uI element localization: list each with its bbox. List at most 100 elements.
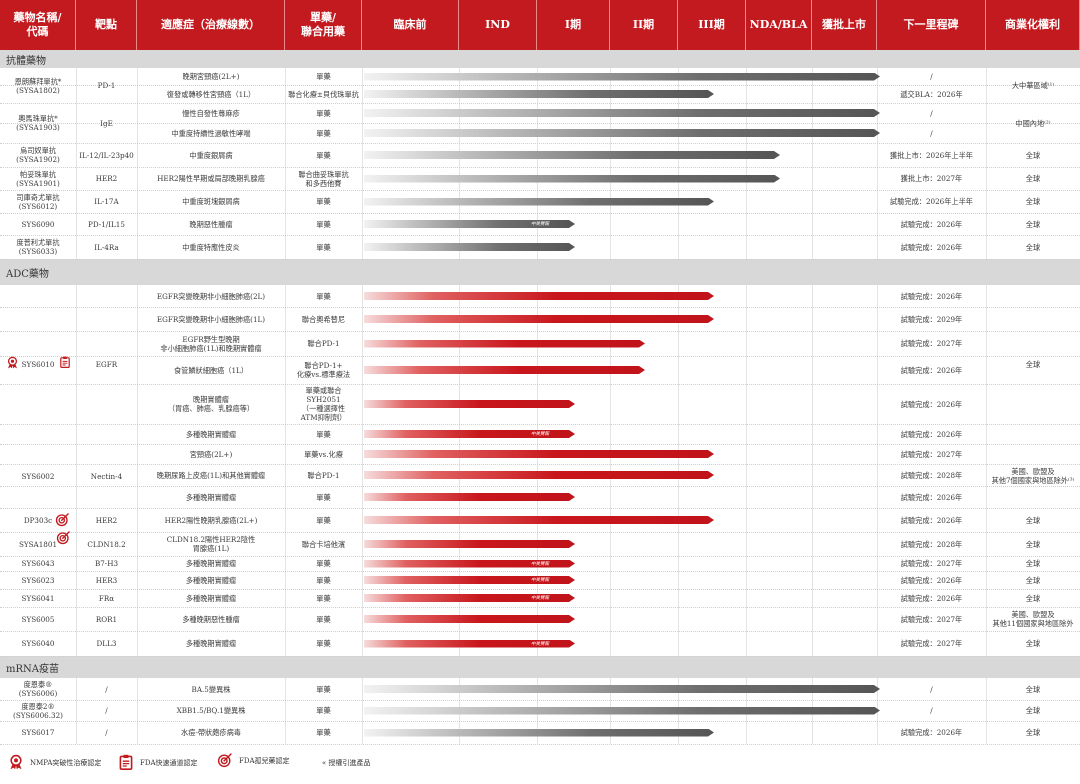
row-divider [0, 213, 1080, 214]
dual-filing-note: 中美雙報 [531, 596, 549, 601]
next-milestone: 試驗完成：2026年 [900, 728, 963, 737]
regimen: 單藥 [316, 429, 331, 439]
indication: XBB1.5/BQ.1變異株 [176, 706, 246, 715]
target: PD-1/IL15 [88, 219, 125, 229]
progress-bar [364, 73, 880, 81]
drug-name: 度恩泰® (SYS6006) [18, 680, 58, 698]
next-milestone: 試驗完成：2026年 [900, 242, 963, 252]
row-divider [0, 384, 1080, 385]
commercial-rights: 全球 [1025, 684, 1041, 694]
dual-filing-note: 中美雙報 [531, 641, 549, 647]
next-milestone: 試驗完成：2026年 [900, 365, 963, 375]
next-milestone: 試驗完成：2028年 [900, 470, 963, 480]
regimen: 單藥 [316, 614, 331, 624]
commercial-rights: 全球 [1025, 174, 1041, 183]
progress-bar [364, 340, 645, 348]
dual-filing-note: 中美雙報 [531, 222, 549, 227]
commercial-rights: 全球 [1025, 593, 1041, 603]
legend-fda_orphan: FDA孤兒藥認定 [239, 757, 290, 765]
progress-bar [364, 729, 714, 737]
progress-bar [364, 430, 575, 438]
dual-filing-note: 中美雙報 [531, 561, 549, 567]
indication: 多種晚期實體瘤 [185, 429, 237, 439]
target: / [105, 728, 108, 737]
row-divider [0, 607, 1080, 608]
regimen: 單藥 [316, 728, 331, 737]
drug-name: 奧馬珠單抗* (SYSA1903) [16, 114, 60, 132]
progress-bar [364, 685, 880, 693]
column-divider [137, 285, 138, 656]
regimen: 單藥 [316, 684, 331, 694]
next-milestone: 試驗完成：2026年 [900, 515, 963, 525]
legend-licensed: « 授權引進產品 [322, 759, 371, 767]
commercial-rights: 美國、歐盟及 其他7個國家與地區除外⁽³⁾ [991, 467, 1075, 485]
next-milestone: 試驗完成：2026年 [900, 593, 963, 603]
regimen: 單藥 [316, 197, 331, 206]
indication: 食管鱗狀細胞癌（1L） [173, 365, 249, 375]
column-header: NDA/BLA [746, 0, 812, 50]
next-milestone: 試驗完成：2028年 [900, 539, 963, 549]
progress-bar [364, 640, 575, 648]
column-header: 單藥/ 聯合用藥 [285, 0, 362, 50]
fda-fast-track-icon [119, 754, 133, 770]
row-divider [0, 571, 1080, 572]
next-milestone: 試驗完成：2027年 [900, 614, 963, 624]
column-header: I期 [537, 0, 610, 50]
drug-name: SYS6005 [21, 614, 55, 624]
regimen: 單藥 [316, 150, 331, 160]
regimen: 單藥 [316, 291, 331, 301]
drug-name: 烏司奴單抗 (SYSA1902) [16, 146, 60, 164]
fda-orphan-target-icon [56, 531, 70, 545]
progress-bar [364, 450, 714, 458]
indication: HER2陽性晚期乳腺癌(2L+) [164, 515, 258, 525]
column-divider [76, 678, 77, 744]
next-milestone: 試驗完成：2027年 [900, 339, 963, 348]
indication: 多種晚期實體瘤 [185, 559, 237, 568]
drug-name: SYS6002 [21, 471, 55, 481]
regimen: 聯合卡培他濱 [301, 539, 346, 549]
indication: HER2陽性早期或局部晚期乳腺癌 [157, 174, 265, 183]
row-divider [0, 532, 1080, 533]
next-milestone: 試驗完成：2026年上半年 [890, 197, 973, 206]
column-divider [285, 68, 286, 259]
target: PD-1 [97, 81, 116, 90]
indication: 多種晚期實體瘤 [185, 593, 237, 603]
next-milestone: 試驗完成：2026年 [900, 291, 963, 301]
indication: 多種晚期實體瘤 [185, 639, 237, 648]
column-divider [986, 285, 987, 656]
row-divider [0, 486, 1080, 487]
row-divider [0, 444, 1080, 445]
target: B7-H3 [94, 559, 119, 568]
drug-name: 度普利尤單抗 (SYS6033) [16, 238, 60, 256]
regimen: 單藥 [316, 706, 331, 715]
target: EGFR [95, 360, 118, 369]
indication: 多種晚期惡性腫瘤 [182, 614, 240, 624]
column-divider [362, 68, 363, 259]
row-divider [0, 744, 1080, 745]
indication: 水痘-帶狀皰疹病毒 [181, 728, 241, 737]
progress-bar [364, 292, 714, 300]
drug-name: DP303c [23, 515, 53, 525]
indication: 中重度持續性過敏性哮喘 [171, 128, 251, 138]
row-divider [0, 103, 1080, 104]
regimen: 單藥vs.化療 [304, 449, 343, 459]
target: CLDN18.2 [87, 539, 126, 549]
target: IgE [100, 118, 113, 128]
column-divider [137, 678, 138, 744]
target: / [105, 706, 108, 715]
column-divider [537, 68, 538, 259]
progress-bar [364, 151, 780, 159]
row-divider [0, 631, 1080, 632]
drug-name: SYS6041 [21, 593, 55, 603]
column-header: 商業化權利 [986, 0, 1080, 50]
commercial-rights: 全球 [1025, 515, 1041, 525]
next-milestone: / [930, 72, 933, 81]
commercial-rights: 全球 [1025, 575, 1041, 585]
commercial-rights: 中國內地⁽²⁾ [1015, 118, 1051, 128]
next-milestone: 試驗完成：2026年 [900, 492, 963, 502]
column-divider [877, 285, 878, 656]
nmpa-ribbon-icon [10, 754, 22, 770]
progress-bar [364, 594, 575, 602]
column-divider [746, 68, 747, 259]
column-divider [986, 68, 987, 259]
